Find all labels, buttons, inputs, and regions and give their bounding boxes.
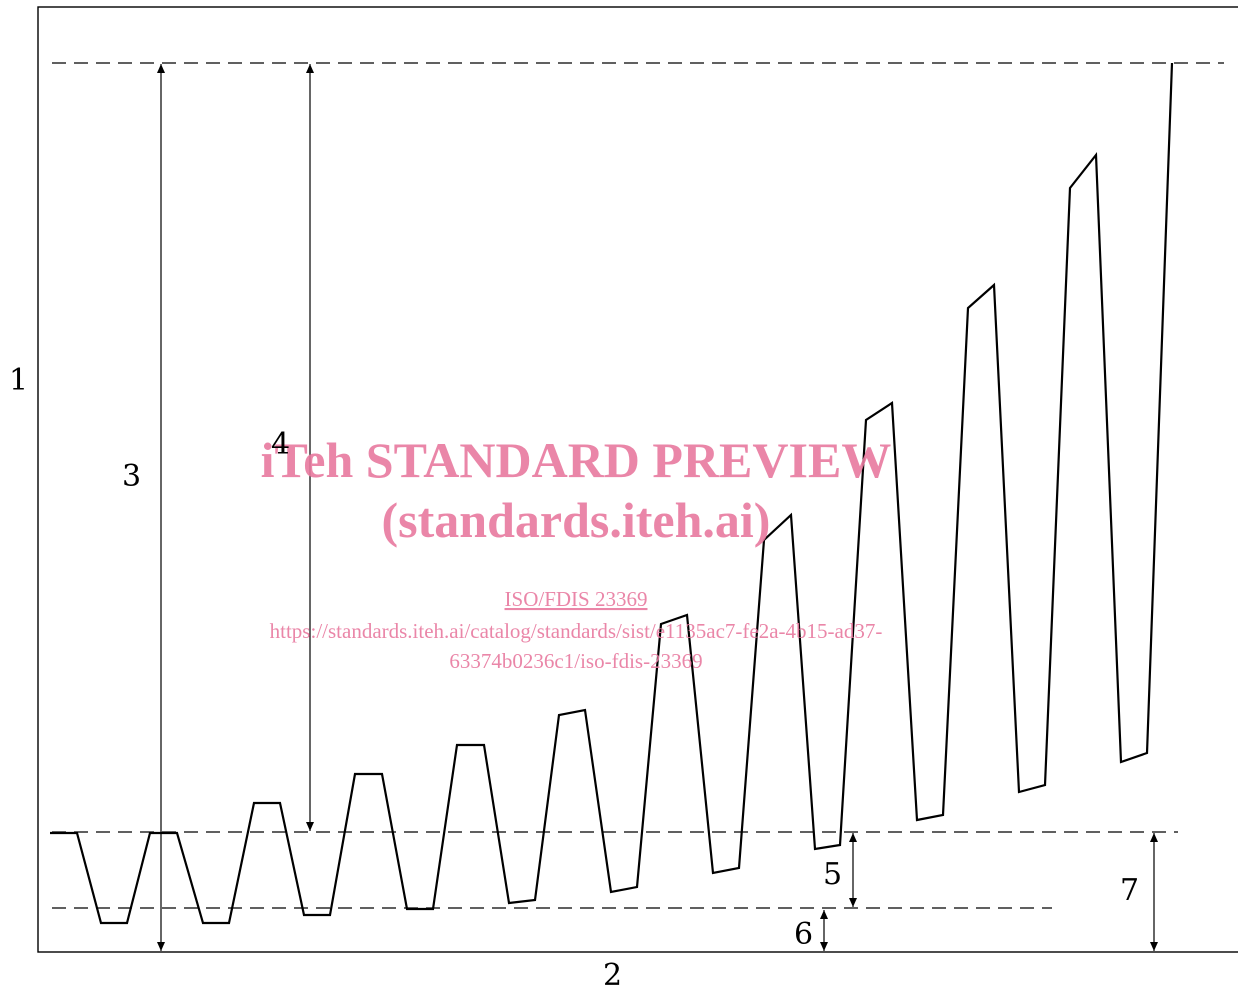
- plot-frame: [37, 6, 1238, 953]
- watermark-url-line-2[interactable]: 63374b0236c1/iso-fdis-23369: [449, 649, 702, 673]
- watermark-url-line-1[interactable]: https://standards.iteh.ai/catalog/standa…: [270, 619, 883, 643]
- watermark-title: iTeh STANDARD PREVIEW: [261, 432, 892, 488]
- watermark-doc-link[interactable]: ISO/FDIS 23369: [505, 587, 648, 611]
- label-1: 1: [9, 363, 28, 398]
- label-7: 7: [1120, 873, 1139, 908]
- label-6: 6: [794, 917, 813, 952]
- label-5: 5: [823, 857, 842, 892]
- watermark-subtitle: (standards.iteh.ai): [382, 492, 771, 548]
- load-waveform: [50, 62, 1174, 925]
- label-2: 2: [603, 958, 622, 989]
- label-4: 4: [271, 427, 290, 462]
- label-3: 3: [122, 459, 141, 494]
